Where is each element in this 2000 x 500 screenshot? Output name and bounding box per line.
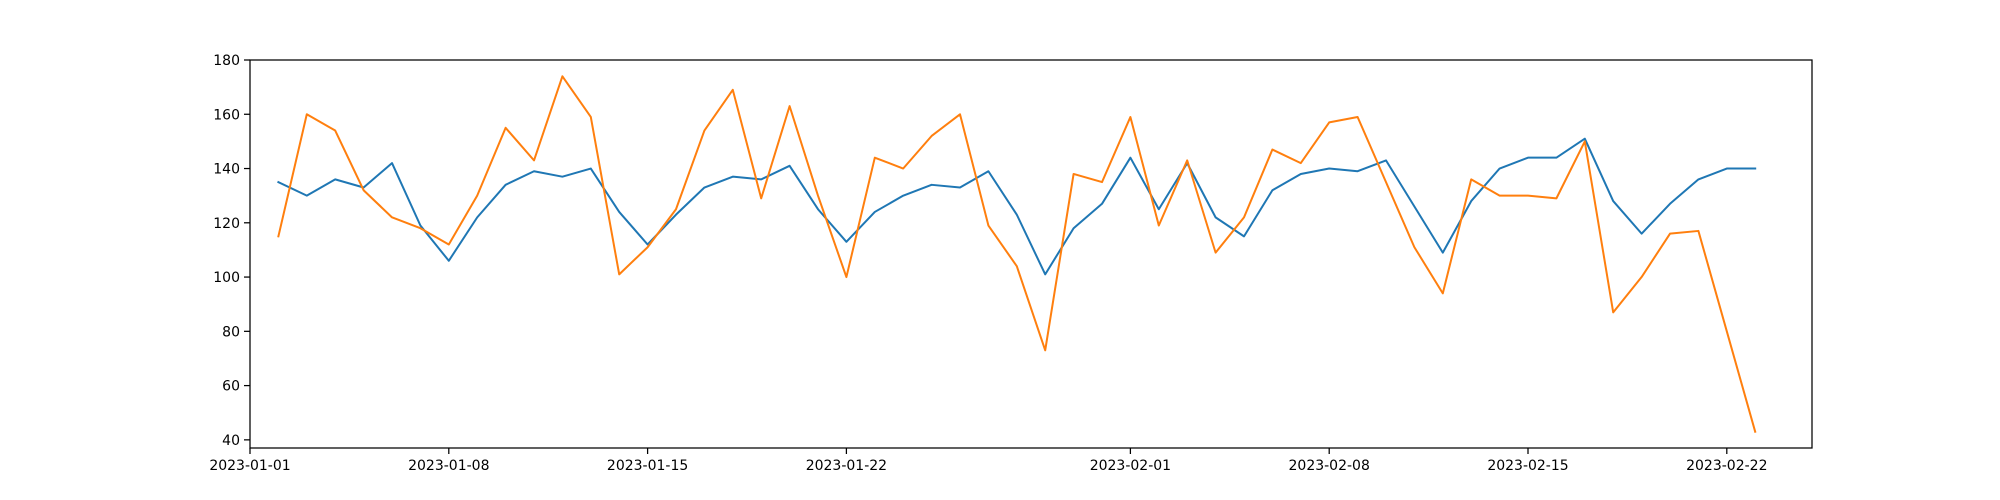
- y-tick-label: 100: [213, 270, 240, 286]
- x-tick-label: 2023-01-01: [209, 458, 290, 474]
- axes-layer: [249, 59, 1813, 449]
- x-tick-label: 2023-02-01: [1090, 458, 1171, 474]
- x-tick-label: 2023-02-22: [1686, 458, 1767, 474]
- y-tick-label: 60: [222, 379, 240, 395]
- series-layer: [277, 75, 1757, 433]
- y-tick-label: 180: [213, 53, 240, 69]
- y-tick-label: 140: [213, 162, 240, 178]
- y-tick-label: 80: [222, 324, 240, 340]
- x-tick-label: 2023-01-08: [408, 458, 489, 474]
- y-tick-label: 40: [222, 433, 240, 449]
- x-tick-label: 2023-01-15: [607, 458, 688, 474]
- y-tick-label: 160: [213, 107, 240, 123]
- y-tick-label: 120: [213, 216, 240, 232]
- x-tick-label: 2023-01-22: [806, 458, 887, 474]
- x-tick-label: 2023-02-08: [1289, 458, 1370, 474]
- x-tick-label: 2023-02-15: [1487, 458, 1568, 474]
- ticks-layer: 40 60 80 100 120 140 160 180 2023-01-01 2023-01-0…: [209, 53, 1767, 474]
- plot-frame: [249, 59, 1813, 449]
- series-line-2: [277, 75, 1757, 433]
- series-line-1: [277, 137, 1757, 276]
